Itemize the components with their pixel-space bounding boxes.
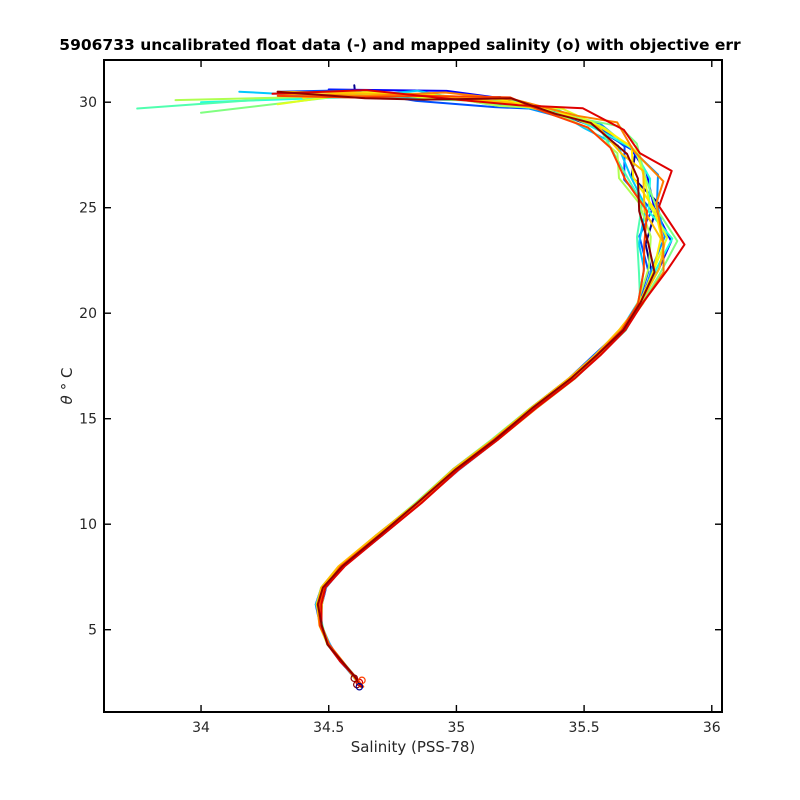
y-tick-label: 10 [79,517,97,533]
axis-ticks: 34 34.5 35 35.5 36 5 10 15 20 25 30 [79,60,722,736]
x-tick-label: 35 [447,720,465,736]
profile-lines [136,84,686,688]
chart-title: 5906733 uncalibrated float data (-) and … [59,36,741,54]
x-tick-label: 34 [192,720,210,736]
profile-line [271,89,686,688]
x-axis-label: Salinity (PSS-78) [351,738,476,756]
y-tick-label: 15 [79,412,97,428]
plot-frame [103,59,723,713]
profile-line [276,90,656,688]
y-axis-label: θ ° C [58,368,76,405]
y-axis-label-symbol: θ [58,395,76,404]
x-tick-label: 34.5 [313,720,344,736]
y-tick-label: 25 [79,201,97,217]
y-tick-label: 30 [79,95,97,111]
x-tick-label: 35.5 [569,720,600,736]
mapped-salinity-marker [355,682,364,691]
mapped-salinity-marker [350,674,359,683]
x-tick-label: 36 [703,720,721,736]
y-tick-label: 5 [88,623,97,639]
y-axis-label-unit: ° C [58,368,76,391]
mapped-salinity-marker [358,676,366,685]
mapped-salinity-markers [350,674,366,691]
y-tick-label: 20 [79,306,97,322]
